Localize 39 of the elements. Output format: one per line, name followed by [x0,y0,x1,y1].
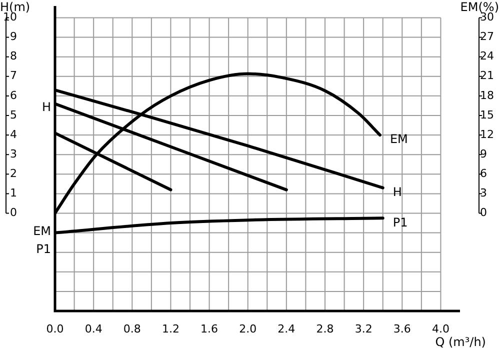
y2-tick-label: 18 [480,88,494,102]
y-tick-label: 7 [10,69,17,82]
y-axis-title: H(m) [0,0,30,14]
y2-tick-label: 21 [480,69,494,82]
series-label: P1 [392,215,408,230]
y-tick-label: 6 [10,88,17,102]
text: H [42,100,51,114]
y2-tick-label: 9 [480,147,487,160]
y-tick-label: 3 [10,147,17,160]
x-tick-label: 1.6 [200,322,218,336]
y2-tick-label: 6 [480,167,487,180]
y2-tick-label: 15 [480,108,494,122]
x-tick-label: 3.6 [393,322,411,336]
x-tick-label: 2.0 [239,322,257,336]
y-tick-label: 1 [10,186,17,200]
x-tick-label: 0.4 [84,322,102,336]
x-tick-label: 0.8 [123,322,141,336]
y2-tick-label: 0 [480,206,487,220]
y2-tick-label: 27 [480,30,494,44]
y-tick-label: 4 [10,128,17,141]
x-tick-label: 3.2 [354,322,372,336]
y-tick-label: 8 [10,50,17,63]
y-tick-label: 0 [10,206,17,220]
y-tick-label: 9 [10,30,17,44]
x-axis-title: Q (m³/h) [435,335,486,350]
y2-tick-label: 12 [480,128,494,141]
x-tick-label: 2.4 [278,322,296,336]
y2-tick-label: 24 [480,50,494,63]
x-tick-label: 4.0 [432,322,450,336]
x-tick-label: 2.8 [316,322,334,336]
series-label: EM [390,132,408,146]
x-tick-label: 0.0 [46,322,64,336]
y-tick-label: 2 [10,167,17,180]
y2-tick-label: 3 [480,186,487,200]
x-tick-label: 1.2 [162,322,180,336]
text: EM [33,224,51,238]
text: P1 [36,242,51,256]
series-label: H [392,184,402,199]
y-tick-label: 5 [10,108,17,122]
